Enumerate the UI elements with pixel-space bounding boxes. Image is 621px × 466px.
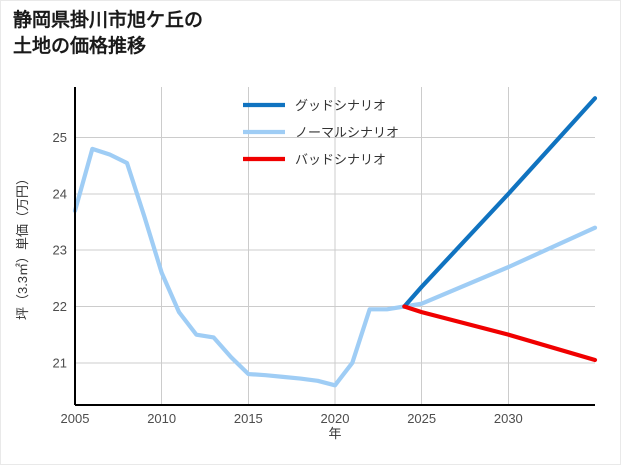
x-tick-label-2025: 2025: [407, 411, 436, 426]
series-line-good: [402, 96, 598, 309]
axis-spines: [73, 87, 595, 407]
legend-label-0: グッドシナリオ: [295, 98, 386, 113]
x-tick-label-2020: 2020: [321, 411, 350, 426]
y-tick-label-25: 25: [53, 130, 67, 145]
y-tick-label-21: 21: [53, 355, 67, 370]
legend-label-2: バッドシナリオ: [295, 152, 386, 167]
x-axis-title: 年: [328, 426, 341, 441]
y-tick-label-22: 22: [53, 299, 67, 314]
series-line-normal: [72, 146, 598, 388]
y-axis-title: 坪（3.3㎡）単価（万円）: [15, 172, 30, 320]
series-line-bad: [402, 304, 598, 363]
x-tick-labels: 2005 2010 2015 2020 2025 2030: [61, 411, 523, 426]
y-tick-label-23: 23: [53, 243, 67, 258]
y-tick-label-24: 24: [53, 186, 67, 201]
y-tick-labels: 21 22 23 24 25: [53, 130, 67, 370]
gridlines: [74, 87, 595, 405]
x-tick-label-2030: 2030: [494, 411, 523, 426]
data-series-group: [72, 96, 598, 388]
legend-label-1: ノーマルシナリオ: [295, 125, 399, 140]
x-tick-label-2015: 2015: [234, 411, 263, 426]
page-title: 静岡県掛川市旭ケ丘の 土地の価格推移: [13, 10, 204, 57]
x-tick-label-2010: 2010: [147, 411, 176, 426]
x-tick-label-2005: 2005: [61, 411, 90, 426]
